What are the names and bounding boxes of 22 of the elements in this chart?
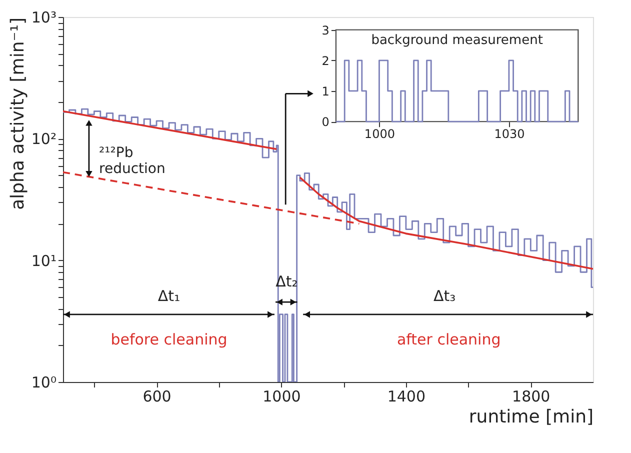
y-tick-label: 10⁰ [31, 374, 56, 392]
y-tick-label: 10³ [31, 8, 56, 26]
y-axis-title: alpha activity [min⁻¹] [7, 18, 28, 210]
y-tick-label: 1 [322, 84, 330, 98]
annotation: Δt₃ [434, 287, 456, 306]
annotation: background measurement [371, 32, 543, 48]
annotation: after cleaning [396, 330, 501, 349]
annotation: Δt₁ [158, 287, 180, 306]
x-tick-label: 1000 [262, 388, 301, 406]
y-tick-label: 3 [322, 23, 330, 38]
x-tick-label: 1000 [364, 127, 395, 142]
y-tick-label: 10¹ [31, 252, 56, 270]
x-tick-label: 1030 [494, 127, 525, 142]
x-axis-title: runtime [min] [468, 406, 594, 428]
x-tick-label: 1800 [512, 388, 550, 406]
x-tick-label: 600 [142, 388, 172, 406]
y-tick-label: 2 [322, 54, 330, 68]
y-tick-label: 10² [31, 130, 56, 148]
annotation: ²¹²Pb reduction [99, 145, 166, 178]
annotation: before cleaning [110, 330, 228, 349]
y-tick-label: 0 [322, 115, 330, 130]
x-tick-label: 1400 [387, 388, 426, 406]
